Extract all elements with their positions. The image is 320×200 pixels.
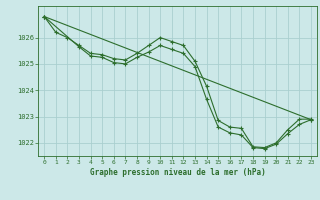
X-axis label: Graphe pression niveau de la mer (hPa): Graphe pression niveau de la mer (hPa) [90,168,266,177]
